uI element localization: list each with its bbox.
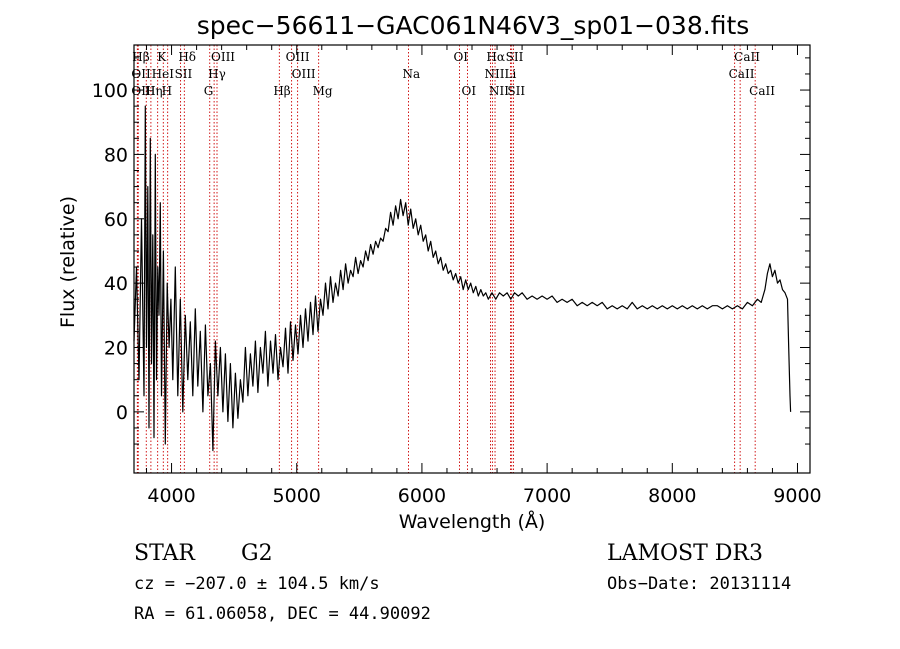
spectral-line-label: Hβ xyxy=(273,84,290,98)
spectral-line-label: Hη xyxy=(145,84,163,98)
spectral-line-markers xyxy=(136,45,756,473)
spectral-line-label: CaII xyxy=(749,84,775,98)
spectral-line-label: NII xyxy=(485,67,505,81)
axis-ticks xyxy=(134,45,810,473)
spectral-line-label: SII xyxy=(506,50,524,64)
object-type: STAR xyxy=(134,541,196,566)
x-tick-label: 6000 xyxy=(398,485,446,507)
spectral-line-label: NII xyxy=(489,84,509,98)
y-tick-label: 40 xyxy=(104,273,128,295)
spectral-line-label: OII xyxy=(131,67,151,81)
spectral-line-label: Hβ xyxy=(132,50,149,64)
spectral-line-label: OIII xyxy=(211,50,235,64)
y-tick-label: 100 xyxy=(92,80,128,102)
survey-name: LAMOST DR3 xyxy=(607,541,763,566)
flux-series-line xyxy=(133,105,792,452)
chart-title: spec−56611−GAC061N46V3_sp01−038.fits xyxy=(197,11,750,40)
x-tick-label: 8000 xyxy=(648,485,696,507)
observation-date: Obs−Date: 20131114 xyxy=(607,574,791,594)
axis-tick-labels: 4000 5000 6000 7000 8000 9000 0 20 40 60 80 100 xyxy=(92,80,822,507)
spectral-line-label: OI xyxy=(453,50,468,64)
spectral-line-label: OI xyxy=(461,84,476,98)
spectral-line-label: Na xyxy=(403,67,421,81)
spectral-line-label: Hα xyxy=(486,50,505,64)
x-axis-label: Wavelength (Å) xyxy=(399,510,546,533)
y-tick-label: 80 xyxy=(104,144,128,166)
x-tick-label: 5000 xyxy=(273,485,321,507)
spectral-line-label: HeI xyxy=(152,67,175,81)
spectral-line-label: G xyxy=(204,84,214,98)
x-tick-label: 7000 xyxy=(523,485,571,507)
ra-dec-coordinates: RA = 61.06058, DEC = 44.90092 xyxy=(134,604,431,624)
spectral-line-label: OIII xyxy=(131,84,155,98)
spectral-line-label: Mg xyxy=(313,84,333,98)
spectral-line-label: Hγ xyxy=(208,67,226,81)
x-tick-label: 9000 xyxy=(773,485,821,507)
y-tick-label: 0 xyxy=(116,402,128,424)
y-tick-label: 60 xyxy=(104,209,128,231)
spectral-line-label: SII xyxy=(507,84,525,98)
y-tick-label: 20 xyxy=(104,337,128,359)
plot-frame xyxy=(133,44,811,474)
spectral-line-label: CaII xyxy=(729,67,755,81)
x-tick-label: 4000 xyxy=(147,485,195,507)
spectral-line-label: SII xyxy=(175,67,193,81)
spectral-line-label: CaII xyxy=(734,50,760,64)
y-axis-label: Flux (relative) xyxy=(57,196,79,328)
spectral-line-label: H xyxy=(162,84,172,98)
spectral-line-label: OIII xyxy=(286,50,310,64)
spectral-line-label: K xyxy=(157,50,167,64)
spectral-line-label: OIII xyxy=(292,67,316,81)
spectral-line-label: Hδ xyxy=(178,50,196,64)
redshift-cz: cz = −207.0 ± 104.5 km/s xyxy=(134,574,380,594)
spectral-line-label: Li xyxy=(505,67,517,81)
object-subclass: G2 xyxy=(241,541,273,566)
